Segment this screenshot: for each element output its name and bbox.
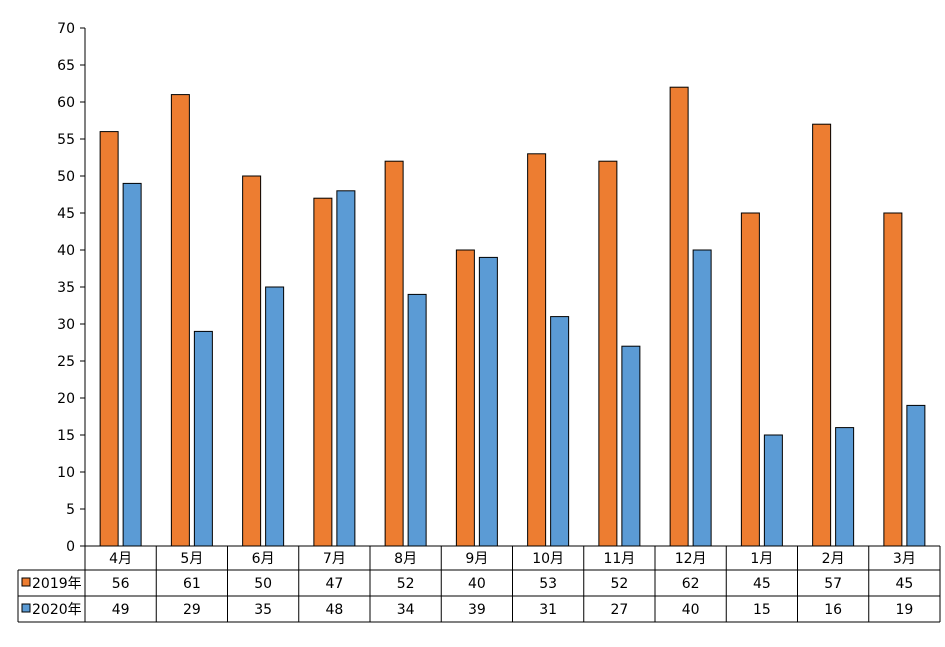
data-label: 39	[468, 602, 486, 618]
data-label: 48	[325, 602, 343, 618]
y-tick-label: 35	[57, 280, 75, 296]
data-label: 31	[539, 602, 557, 618]
y-tick-label: 50	[57, 169, 75, 185]
bars	[99, 86, 926, 547]
bar	[313, 197, 333, 547]
y-tick-label: 25	[57, 354, 75, 370]
data-label: 19	[895, 602, 913, 618]
data-label: 40	[468, 576, 486, 592]
data-label: 49	[112, 602, 130, 618]
bar	[883, 212, 903, 547]
category-label: 11月	[603, 551, 635, 567]
y-tick-label: 40	[57, 243, 75, 259]
y-tick-label: 60	[57, 95, 75, 111]
category-label: 3月	[893, 551, 916, 567]
y-tick-label: 70	[57, 21, 75, 37]
bar	[407, 293, 427, 547]
bar	[170, 94, 190, 547]
category-label: 4月	[109, 551, 132, 567]
data-label: 34	[397, 602, 415, 618]
category-label: 10月	[532, 551, 564, 567]
bar	[763, 434, 783, 547]
bar	[692, 249, 712, 547]
y-tick-label: 45	[57, 206, 75, 222]
data-label: 15	[753, 602, 771, 618]
y-axis: 0 5 10 15 20 25 30 35 40 45 50 55 60 65 70	[57, 21, 86, 555]
bar	[527, 153, 547, 547]
y-tick-label: 5	[66, 502, 75, 518]
data-label: 50	[254, 576, 272, 592]
data-label: 40	[682, 602, 700, 618]
bar	[669, 86, 689, 547]
category-label: 9月	[465, 551, 488, 567]
bar	[906, 404, 926, 547]
bar	[242, 175, 262, 547]
y-tick-label: 55	[57, 132, 75, 148]
y-tick-label: 65	[57, 58, 75, 74]
y-tick-label: 30	[57, 317, 75, 333]
y-tick-label: 20	[57, 391, 75, 407]
category-label: 7月	[323, 551, 346, 567]
data-label: 47	[325, 576, 343, 592]
bar	[598, 160, 618, 547]
bar	[99, 131, 119, 547]
bar	[265, 286, 285, 547]
y-tick-label: 15	[57, 428, 75, 444]
bar	[336, 190, 356, 547]
bar	[478, 256, 498, 547]
category-label: 1月	[750, 551, 773, 567]
data-label: 62	[682, 576, 700, 592]
data-label: 16	[824, 602, 842, 618]
legend-label: 2020年	[32, 602, 82, 618]
data-label: 52	[610, 576, 628, 592]
legend-key	[21, 603, 31, 613]
data-label: 45	[895, 576, 913, 592]
bar	[812, 123, 832, 547]
y-tick-label: 10	[57, 465, 75, 481]
data-label: 61	[183, 576, 201, 592]
legend-key	[21, 577, 31, 587]
data-label: 56	[112, 576, 130, 592]
data-label: 29	[183, 602, 201, 618]
data-label: 57	[824, 576, 842, 592]
data-label: 53	[539, 576, 557, 592]
bar	[384, 160, 404, 547]
data-label: 35	[254, 602, 272, 618]
data-table: 4月 5月 6月 7月 8月 9月 10月 11月 12月 1月 2月 3月 2019年 56 61 50 47…	[17, 545, 941, 623]
data-label: 52	[397, 576, 415, 592]
bar	[621, 345, 641, 547]
y-tick-label: 0	[66, 539, 75, 555]
bar	[193, 330, 213, 547]
legend-label: 2019年	[32, 576, 82, 592]
bar	[122, 182, 142, 547]
bar	[455, 249, 475, 547]
category-label: 8月	[394, 551, 417, 567]
data-label: 45	[753, 576, 771, 592]
category-label: 6月	[252, 551, 275, 567]
bar	[835, 427, 855, 547]
category-label: 5月	[180, 551, 203, 567]
category-label: 2月	[822, 551, 845, 567]
category-label: 12月	[675, 551, 707, 567]
bar	[740, 212, 760, 547]
data-label: 27	[610, 602, 628, 618]
bar	[550, 316, 570, 547]
